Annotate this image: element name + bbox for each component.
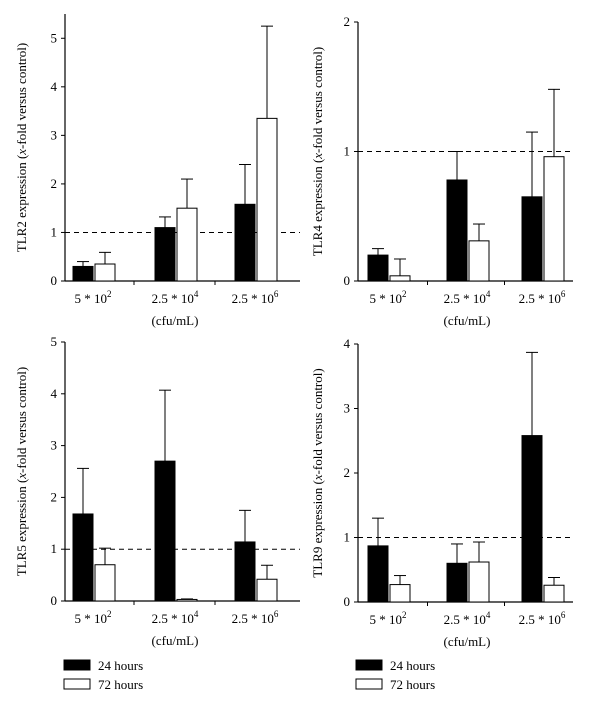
y-tick-label: 5 bbox=[51, 334, 58, 349]
y-axis-label: TLR2 expression (x-fold versus control) bbox=[14, 43, 29, 252]
y-tick-label: 4 bbox=[344, 336, 351, 351]
legend-swatch bbox=[355, 678, 383, 690]
legend-left: 24 hours 72 hours bbox=[63, 658, 143, 692]
bar bbox=[389, 275, 411, 282]
y-axis-label: TLR5 expression (x-fold versus control) bbox=[14, 367, 29, 576]
bar bbox=[446, 179, 468, 282]
x-tick-label: 5 * 102 bbox=[370, 289, 407, 306]
bar bbox=[256, 578, 278, 602]
bar bbox=[543, 156, 565, 282]
bar bbox=[543, 584, 565, 603]
panel-tlr5: 0 1 2 3 4 5 5 * 102 2.5 * 104 2.5 * 106 (cfu/mL) T… bbox=[14, 334, 300, 648]
y-tick-label: 1 bbox=[51, 224, 58, 239]
y-tick-label: 3 bbox=[344, 401, 351, 416]
y-tick-label: 4 bbox=[51, 386, 58, 401]
x-tick-label: 5 * 102 bbox=[370, 610, 407, 627]
legend-label: 24 hours bbox=[98, 658, 143, 673]
y-tick-label: 5 bbox=[51, 30, 58, 45]
y-axis-label: TLR4 expression (x-fold versus control) bbox=[310, 47, 325, 256]
bar bbox=[367, 254, 389, 282]
legend-label: 72 hours bbox=[98, 677, 143, 692]
y-tick-label: 2 bbox=[51, 489, 58, 504]
bar bbox=[94, 564, 116, 602]
legend-label: 24 hours bbox=[390, 658, 435, 673]
bar bbox=[521, 435, 543, 603]
x-unit-label: (cfu/mL) bbox=[152, 633, 199, 648]
bar bbox=[389, 584, 411, 603]
bar bbox=[256, 117, 278, 282]
x-tick-label: 2.5 * 106 bbox=[519, 610, 566, 627]
x-tick-label: 2.5 * 104 bbox=[152, 289, 199, 306]
bar bbox=[521, 196, 543, 282]
x-tick-label: 5 * 102 bbox=[75, 289, 112, 306]
y-tick-label: 1 bbox=[344, 144, 351, 159]
legend-swatch bbox=[63, 678, 91, 690]
y-tick-label: 0 bbox=[51, 593, 58, 608]
y-tick-label: 0 bbox=[51, 273, 58, 288]
x-unit-label: (cfu/mL) bbox=[152, 313, 199, 328]
legend-swatch bbox=[355, 659, 383, 671]
bar bbox=[367, 545, 389, 603]
bar bbox=[446, 562, 468, 603]
y-tick-label: 4 bbox=[51, 79, 58, 94]
bar bbox=[234, 541, 256, 602]
x-tick-label: 2.5 * 106 bbox=[232, 289, 279, 306]
y-tick-label: 1 bbox=[344, 530, 351, 545]
legend-swatch bbox=[63, 659, 91, 671]
x-tick-label: 2.5 * 106 bbox=[519, 289, 566, 306]
x-tick-label: 2.5 * 104 bbox=[444, 610, 491, 627]
legend-label: 72 hours bbox=[390, 677, 435, 692]
y-tick-label: 1 bbox=[51, 541, 58, 556]
y-tick-label: 3 bbox=[51, 127, 58, 142]
x-tick-label: 5 * 102 bbox=[75, 609, 112, 626]
y-tick-label: 0 bbox=[344, 594, 351, 609]
bar bbox=[468, 240, 490, 282]
y-axis-label: TLR9 expression (x-fold versus control) bbox=[310, 368, 325, 577]
x-unit-label: (cfu/mL) bbox=[444, 634, 491, 649]
bar bbox=[154, 460, 176, 602]
panel-tlr9: 0 1 2 3 4 5 * 102 2.5 * 104 2.5 * 106 (cfu/mL) TL… bbox=[310, 336, 573, 649]
bar bbox=[176, 207, 198, 282]
bar bbox=[234, 203, 256, 282]
panel-tlr4: 0 1 2 5 * 102 2.5 * 104 2.5 * 106 (cfu/mL) TLR4… bbox=[310, 14, 573, 328]
bar bbox=[94, 263, 116, 282]
x-unit-label: (cfu/mL) bbox=[444, 313, 491, 328]
bar bbox=[154, 227, 176, 282]
bar bbox=[72, 265, 94, 282]
x-tick-label: 2.5 * 104 bbox=[152, 609, 199, 626]
y-tick-label: 2 bbox=[51, 176, 58, 191]
panel-tlr2: 0 1 2 3 4 5 5 * 102 2.5 * 104 2.5 * 106 (cfu/mL) T… bbox=[14, 14, 300, 328]
x-tick-label: 2.5 * 106 bbox=[232, 609, 279, 626]
legend-right: 24 hours 72 hours bbox=[355, 658, 435, 692]
x-tick-label: 2.5 * 104 bbox=[444, 289, 491, 306]
bar bbox=[468, 561, 490, 603]
y-tick-label: 2 bbox=[344, 465, 351, 480]
bar bbox=[72, 513, 94, 602]
y-tick-label: 2 bbox=[344, 14, 351, 29]
y-tick-label: 3 bbox=[51, 438, 58, 453]
bar bbox=[176, 598, 198, 602]
y-tick-label: 0 bbox=[344, 273, 351, 288]
